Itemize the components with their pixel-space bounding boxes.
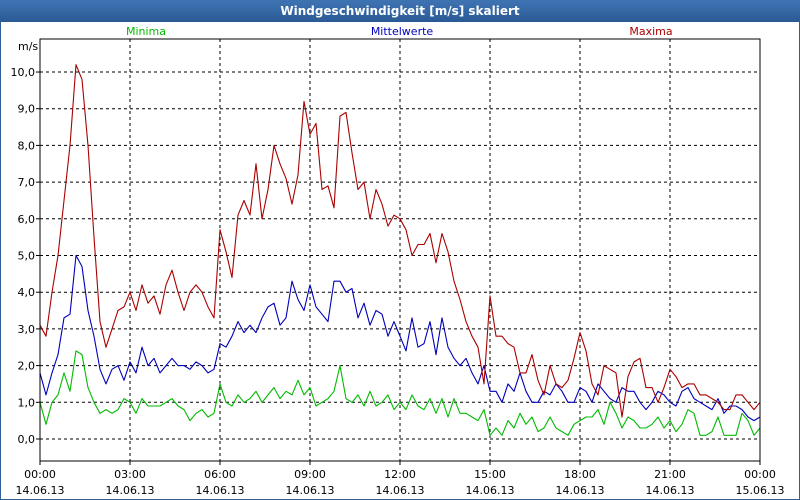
y-tick-label: 1,0: [18, 396, 36, 409]
x-tick-date-label: 14.06.13: [286, 484, 335, 497]
y-axis-unit-label: m/s: [18, 40, 38, 53]
minima-series-line: [39, 350, 761, 436]
x-tick-time-label: 09:00: [294, 468, 326, 481]
y-tick-label: 8,0: [18, 139, 36, 152]
y-tick-label: 3,0: [18, 323, 36, 336]
x-tick-date-label: 14.06.13: [646, 484, 695, 497]
y-tick-label: 10,0: [11, 66, 36, 79]
series-layer: [39, 64, 761, 436]
axis-layer: 0,0 1,0 2,0 3,0 4,0 5,0 6,0 7,0 8,0 9,0 10,0 00:00 1…: [11, 66, 785, 497]
mittelwerte-series-line: [39, 254, 761, 422]
x-tick-date-label: 14.06.13: [376, 484, 425, 497]
legend-maxima: Maxima: [629, 25, 672, 38]
y-tick-label: 9,0: [18, 103, 36, 116]
x-tick-time-label: 06:00: [204, 468, 236, 481]
x-tick-date-label: 14.06.13: [556, 484, 605, 497]
x-tick-date-label: 15.06.13: [736, 484, 785, 497]
x-tick-time-label: 00:00: [744, 468, 776, 481]
legend-mittelwerte: Mittelwerte: [371, 25, 434, 38]
x-tick-time-label: 15:00: [474, 468, 506, 481]
legend-minima: Minima: [126, 25, 166, 38]
x-tick-time-label: 03:00: [114, 468, 146, 481]
y-tick-label: 6,0: [18, 213, 36, 226]
y-tick-label: 5,0: [18, 250, 36, 263]
y-tick-label: 7,0: [18, 176, 36, 189]
x-tick-date-label: 14.06.13: [196, 484, 245, 497]
x-tick-date-label: 14.06.13: [106, 484, 155, 497]
maxima-series-line: [39, 64, 761, 418]
x-tick-time-label: 00:00: [24, 468, 56, 481]
window-title: Windgeschwindigkeit [m/s] skaliert: [0, 0, 800, 22]
y-tick-label: 2,0: [18, 360, 36, 373]
x-tick-time-label: 21:00: [654, 468, 686, 481]
y-tick-label: 0,0: [18, 433, 36, 446]
x-tick-time-label: 18:00: [564, 468, 596, 481]
x-tick-date-label: 14.06.13: [466, 484, 515, 497]
y-tick-label: 4,0: [18, 286, 36, 299]
x-tick-time-label: 12:00: [384, 468, 416, 481]
x-tick-date-label: 14.06.13: [16, 484, 65, 497]
